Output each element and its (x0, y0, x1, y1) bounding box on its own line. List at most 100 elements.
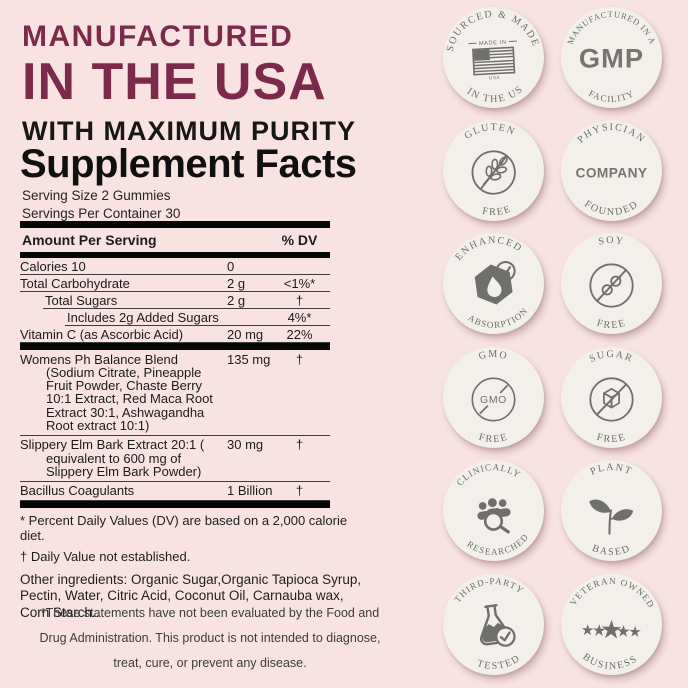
soybean-crossed-icon (589, 263, 634, 308)
divider-thick (20, 252, 330, 258)
svg-text:RESEARCHED: RESEARCHED (464, 531, 532, 562)
five-stars-icon (581, 619, 641, 639)
row-dv: † (295, 483, 304, 499)
svg-text:BUSINESS: BUSINESS (580, 651, 640, 673)
badge-top-text: GLUTEN (462, 120, 518, 143)
supplement-facts-panel: Amount Per Serving % DV Calories 10 0 To… (20, 221, 361, 621)
table-row-slippery-elm: Slippery Elm Bark Extract 20:1 ( equival… (20, 436, 330, 482)
row-dv: 4%* (287, 310, 312, 325)
badge-bottom-text: BASED (590, 543, 630, 558)
table-row-bacillus-coagulants: Bacillus Coagulants 1 Billion † (20, 482, 330, 501)
servings-per-container: Servings Per Container 30 (22, 206, 181, 222)
svg-text:ENHANCED: ENHANCED (451, 230, 526, 263)
badge-bottom-text: FOUNDED (582, 199, 639, 218)
table-row-ph-balance-blend: Womens Ph Balance Blend (Sodium Citrate,… (20, 350, 330, 436)
badge-bottom-text: FREE (480, 203, 513, 219)
row-amount: 2 g (227, 293, 246, 308)
row-name: Slippery Elm Bark Extract 20:1 ( equival… (20, 437, 205, 479)
flag-usa-label: USA (489, 75, 501, 81)
table-row-total-sugars: Total Sugars 2 g † (20, 292, 330, 309)
svg-text:IN THE US: IN THE US (464, 83, 526, 106)
sugar-cube-crossed-icon (589, 377, 634, 422)
table-row-calories: Calories 10 0 (20, 258, 330, 275)
svg-text:FREE: FREE (595, 318, 627, 332)
badge-top-text: GMO (478, 349, 508, 362)
divider-thick (20, 221, 330, 228)
row-name: Womens Ph Balance Blend (Sodium Citrate,… (20, 351, 213, 433)
dv-column-header: % DV (281, 232, 318, 248)
row-dv: <1%* (283, 276, 316, 291)
badge-bottom-text: FREE (595, 432, 626, 446)
badge-top-text: SOY (597, 235, 623, 248)
gmo-crossed-icon: GMO (471, 377, 516, 422)
droplet-hexagon-check-icon (474, 261, 516, 305)
badge-bottom-text: ABSORPTION (465, 304, 532, 334)
header-line2: IN THE USA (22, 53, 327, 111)
badge-veteran-owned: VETERAN OWNED BUSINESS (561, 574, 662, 675)
row-amount: 0 (227, 259, 235, 274)
table-row-vitamin-c: Vitamin C (as Ascorbic Acid) 20 mg 22% (20, 326, 330, 343)
row-name: Includes 2g Added Sugars (67, 310, 219, 325)
header-banner: MANUFACTURED IN THE USA WITH MAXIMUM PUR… (22, 22, 356, 145)
badge-gluten-free: GLUTEN FREE (443, 120, 544, 221)
row-name: Bacillus Coagulants (20, 483, 135, 499)
svg-text:FACILITY: FACILITY (587, 88, 636, 104)
badge-clinically-researched: CLINICALLY RESEARCHED (443, 458, 544, 562)
svg-text:MANUFACTURED IN A: MANUFACTURED IN A (565, 9, 658, 46)
footnotes: * Percent Daily Values (DV) are based on… (20, 513, 354, 564)
row-amount: 2 g (227, 276, 246, 291)
gmo-center-label: GMO (480, 394, 507, 406)
company-label: COMPANY (576, 166, 648, 181)
badge-gmp-facility: MANUFACTURED IN A FACILITY GMP (561, 7, 662, 108)
svg-text:TESTED: TESTED (474, 652, 524, 675)
svg-text:SOY: SOY (597, 235, 625, 248)
badge-top-text: PLANT (589, 462, 633, 478)
badge-bottom-text: BUSINESS (580, 651, 640, 673)
table-row-total-carbohydrate: Total Carbohydrate 2 g <1%* (20, 275, 330, 292)
flag-made-in-label: MADE IN (479, 40, 507, 47)
row-rule (20, 291, 330, 292)
badge-grid: SOURCED & MADE IN THE US MADE IN USA MAN (438, 0, 688, 688)
badge-soy-free: SOY FREE (561, 233, 662, 334)
supplement-facts-title: Supplement Facts (20, 142, 357, 186)
badge-bottom-text: FREE (477, 432, 508, 446)
row-name: Calories 10 (20, 259, 86, 274)
badge-third-party-tested: THIRD-PARTY TESTED (443, 571, 544, 675)
badge-bottom-text: RESEARCHED (464, 531, 532, 562)
row-dv: 22% (286, 327, 313, 342)
badge-bottom-text: IN THE US (464, 83, 526, 106)
badge-top-text: CLINICALLY (453, 458, 524, 489)
svg-text:FREE: FREE (480, 203, 513, 219)
other-ingredients: Other ingredients: Organic Sugar,Organic… (20, 571, 362, 620)
row-amount: 20 mg (227, 327, 264, 342)
svg-text:VETERAN OWNED: VETERAN OWNED (568, 575, 658, 611)
amount-column-header: Amount Per Serving (22, 232, 157, 248)
gmp-label: GMP (579, 43, 644, 74)
wheat-crossed-icon (471, 150, 516, 195)
badge-bottom-text: FREE (595, 318, 626, 332)
badge-enhanced-absorption: ENHANCED ABSORPTION (443, 230, 544, 334)
divider-thick (20, 343, 330, 350)
sprout-icon (589, 499, 634, 535)
flask-check-icon (479, 604, 516, 647)
row-amount: 135 mg (227, 351, 271, 367)
badge-bottom-text: FACILITY (587, 88, 635, 104)
divider-thick (20, 500, 330, 508)
serving-size: Serving Size 2 Gummies (22, 188, 171, 203)
badge-physician-founded: PHYSICIAN FOUNDED COMPANY (561, 120, 662, 221)
badge-plant-based: PLANT BASED (561, 460, 662, 561)
table-row-added-sugars: Includes 2g Added Sugars 4%* (20, 309, 330, 326)
row-name: Total Carbohydrate (20, 276, 130, 291)
badge-bottom-text: TESTED (474, 652, 524, 675)
svg-text:BASED: BASED (590, 543, 632, 558)
svg-text:GLUTEN: GLUTEN (462, 120, 518, 143)
footnote-dagger: † Daily Value not established. (20, 548, 191, 564)
svg-text:FOUNDED: FOUNDED (582, 199, 641, 218)
badge-sugar-free: SUGAR FREE (561, 347, 662, 448)
header-line3: WITH MAXIMUM PURITY (22, 116, 356, 146)
badge-gmo-free: GMO FREE GMO (443, 347, 544, 448)
row-amount: 1 Billion (227, 483, 273, 499)
row-name: Vitamin C (as Ascorbic Acid) (20, 327, 184, 342)
badge-top-text: VETERAN OWNED (568, 575, 658, 611)
svg-text:SUGAR: SUGAR (588, 349, 635, 365)
